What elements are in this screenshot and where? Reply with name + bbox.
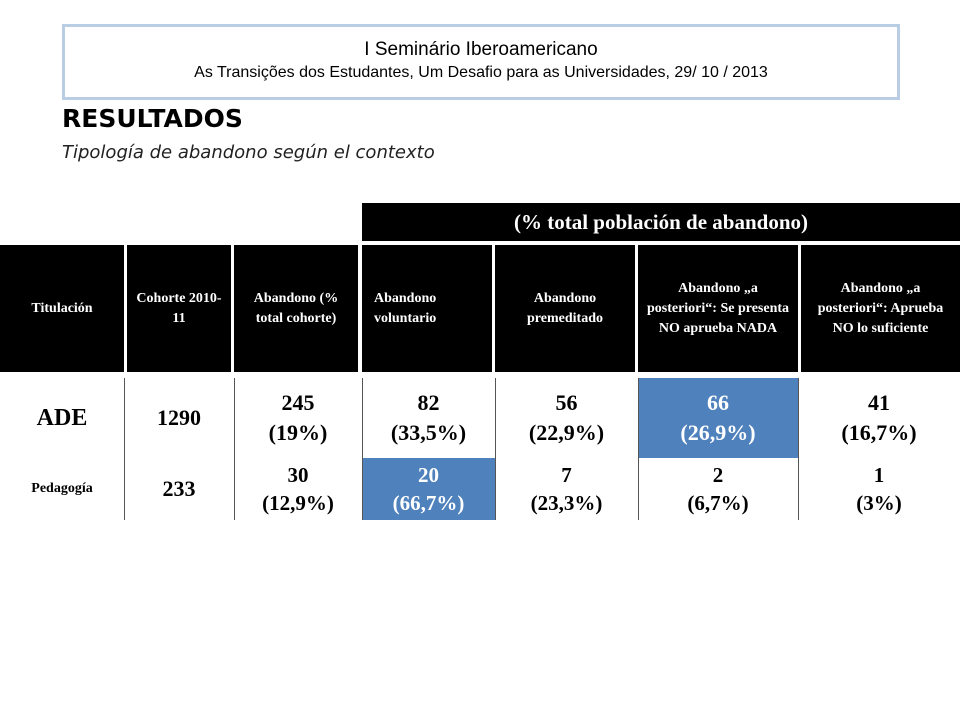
col-header-titulacion: Titulación [0, 245, 124, 372]
page-subtitle: Tipología de abandono según el contexto [62, 142, 435, 163]
column-divider [638, 378, 639, 520]
row-ade-abandono: 245 (19%) [234, 378, 362, 458]
percent: (26,9%) [680, 420, 756, 445]
column-divider [234, 378, 235, 520]
col-header-voluntario: Abandono voluntario [362, 245, 492, 372]
value: 56 [555, 390, 578, 415]
value: 66 [707, 390, 729, 415]
percent: (3%) [856, 491, 902, 515]
col-header-suficiente: Abandono „a posteriori“: Aprueba NO lo s… [801, 245, 960, 372]
row-pedagogia-abandono: 30 (12,9%) [234, 458, 362, 520]
row-pedagogia-premeditado: 7 (23,3%) [495, 458, 638, 520]
row-ade-titulacion: ADE [36, 405, 88, 431]
value: 1 [873, 463, 885, 487]
value: 2 [712, 463, 724, 487]
banner-title: I Seminário Iberoamericano [364, 39, 598, 60]
value: 30 [287, 463, 309, 487]
group-header: (% total población de abandono) [362, 203, 960, 241]
value: 41 [868, 390, 890, 415]
row-ade-suficiente: 41 (16,7%) [798, 378, 960, 458]
row-ade-nada-highlighted: 66 (26,9%) [638, 378, 798, 458]
value: 7 [561, 463, 572, 487]
col-header-nada: Abandono „a posteriori“: Se presenta NO … [638, 245, 798, 372]
banner-subtitle: As Transições dos Estudantes, Um Desafio… [194, 64, 768, 81]
row-ade-cohorte: 1290 [157, 405, 201, 430]
column-divider [124, 378, 125, 520]
percent: (22,9%) [528, 420, 605, 445]
page-title: RESULTADOS [62, 104, 243, 133]
percent: (19%) [268, 420, 328, 445]
value: 245 [281, 390, 315, 415]
row-pedagogia-voluntario-highlighted: 20 (66,7%) [362, 458, 495, 520]
percent: (16,7%) [841, 420, 917, 445]
value: 20 [418, 463, 439, 487]
column-divider [495, 378, 496, 520]
percent: (6,7%) [687, 491, 749, 515]
row-pedagogia-titulacion: Pedagogía [31, 481, 93, 496]
col-header-cohorte: Cohorte 2010-11 [127, 245, 231, 372]
percent: (66,7%) [392, 491, 465, 515]
row-ade-premeditado: 56 (22,9%) [495, 378, 638, 458]
row-ade-voluntario: 82 (33,5%) [362, 378, 495, 458]
percent: (12,9%) [262, 491, 334, 515]
row-pedagogia-nada: 2 (6,7%) [638, 458, 798, 520]
seminar-banner: I Seminário Iberoamericano As Transições… [62, 24, 900, 100]
column-divider [798, 378, 799, 520]
percent: (23,3%) [530, 491, 603, 515]
row-pedagogia-suficiente: 1 (3%) [798, 458, 960, 520]
col-header-abandono: Abandono (% total cohorte) [234, 245, 358, 372]
col-header-premeditado: Abandono premeditado [495, 245, 635, 372]
column-divider [362, 378, 363, 520]
value: 82 [417, 390, 440, 415]
percent: (33,5%) [390, 420, 467, 445]
row-pedagogia-cohorte: 233 [162, 476, 196, 501]
